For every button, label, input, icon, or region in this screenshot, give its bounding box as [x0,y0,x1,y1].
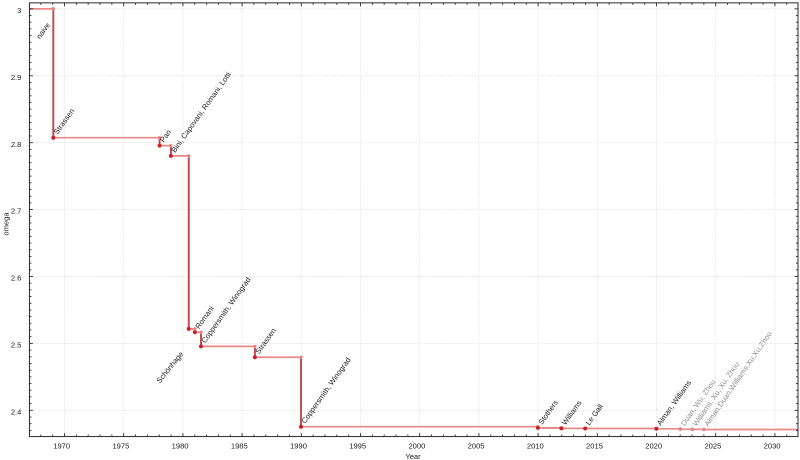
svg-text:1975: 1975 [112,442,129,451]
svg-text:2010: 2010 [527,442,544,451]
svg-text:2000: 2000 [408,442,425,451]
svg-text:2.8: 2.8 [11,140,22,149]
svg-text:2025: 2025 [704,442,721,451]
svg-text:2030: 2030 [764,442,781,451]
svg-text:1985: 1985 [231,442,248,451]
svg-text:2005: 2005 [468,442,485,451]
svg-text:2.5: 2.5 [11,341,22,350]
svg-text:2.9: 2.9 [11,73,22,82]
svg-text:1995: 1995 [349,442,366,451]
svg-text:2.6: 2.6 [11,274,22,283]
svg-text:2.4: 2.4 [11,407,22,416]
svg-text:2015: 2015 [586,442,603,451]
svg-text:3: 3 [17,6,21,15]
svg-text:1990: 1990 [290,442,307,451]
svg-text:omega: omega [1,212,10,236]
svg-text:2.7: 2.7 [11,207,22,216]
svg-text:1970: 1970 [53,442,70,451]
svg-text:2020: 2020 [645,442,662,451]
svg-text:Year: Year [405,452,421,460]
svg-text:1980: 1980 [172,442,189,451]
